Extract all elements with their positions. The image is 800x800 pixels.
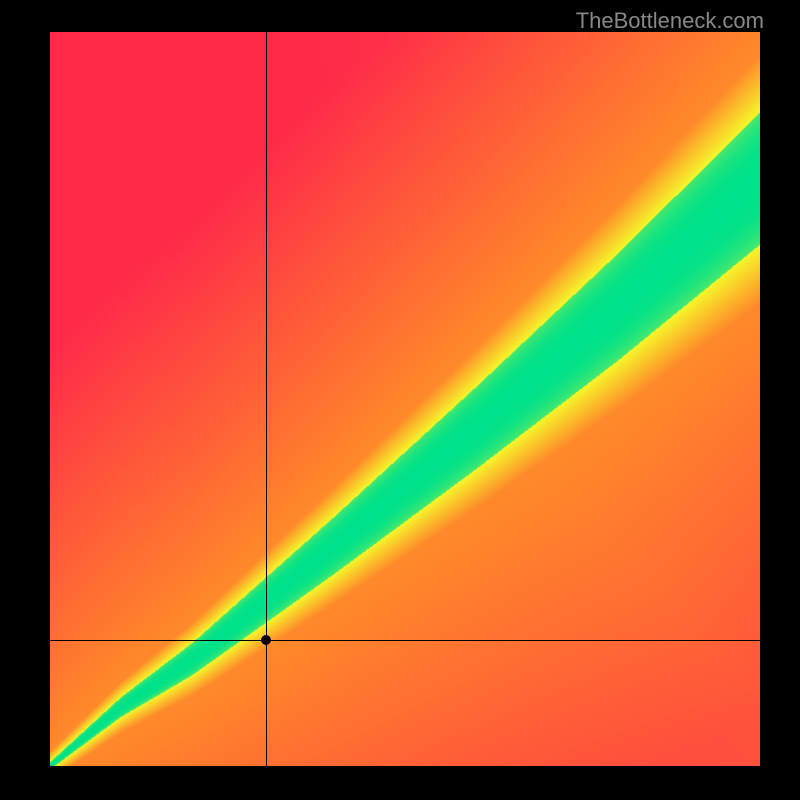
crosshair-marker-dot bbox=[261, 635, 271, 645]
heatmap-canvas bbox=[50, 32, 760, 766]
watermark-text: TheBottleneck.com bbox=[576, 8, 764, 34]
heatmap-plot bbox=[50, 32, 760, 766]
crosshair-horizontal bbox=[50, 640, 760, 641]
crosshair-vertical bbox=[266, 32, 267, 766]
